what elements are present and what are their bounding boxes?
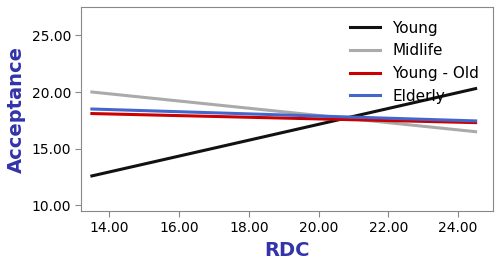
Y-axis label: Acceptance: Acceptance (7, 45, 26, 172)
Legend: Young, Midlife, Young - Old, Elderly: Young, Midlife, Young - Old, Elderly (344, 15, 486, 110)
X-axis label: RDC: RDC (264, 241, 310, 260)
